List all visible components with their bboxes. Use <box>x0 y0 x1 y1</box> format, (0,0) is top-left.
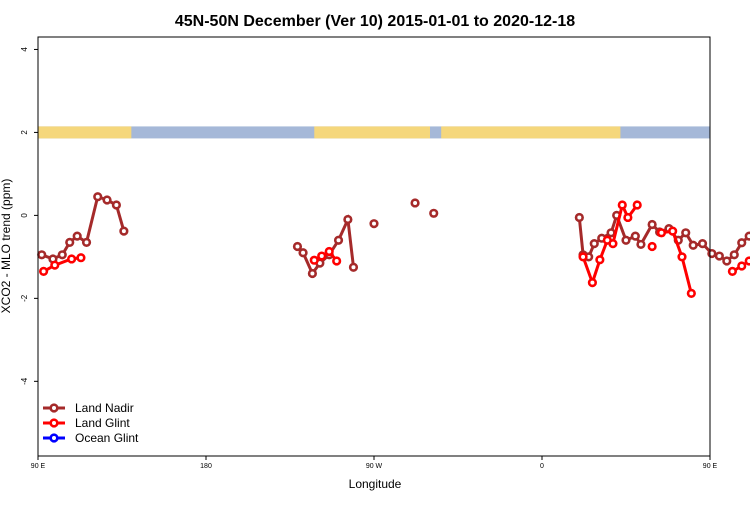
data-point <box>722 256 732 266</box>
data-point <box>656 228 667 238</box>
data-point <box>324 246 334 257</box>
data-point <box>37 250 47 260</box>
data-point <box>333 235 344 245</box>
data-point <box>589 238 599 249</box>
series-line <box>661 229 693 294</box>
data-point <box>744 231 750 241</box>
data-point <box>76 253 86 263</box>
land-ocean-strip <box>38 126 710 139</box>
land-segment <box>441 126 621 139</box>
data-point <box>429 208 439 218</box>
data-point <box>686 288 696 298</box>
data-point <box>93 192 103 202</box>
legend-item: Land Nadir <box>43 401 134 415</box>
x-tick-label: 0 <box>540 463 544 470</box>
x-axis-label: Longitude <box>349 477 402 491</box>
data-point <box>617 200 627 210</box>
data-point <box>102 195 112 205</box>
series-land-nadir <box>37 192 750 279</box>
data-point <box>307 268 318 279</box>
x-tick-label: 90 W <box>366 463 383 470</box>
data-point <box>309 255 319 265</box>
data-point <box>737 261 747 271</box>
y-axis-label: XCO2 - MLO trend (ppm) <box>0 179 13 314</box>
series-line <box>296 213 355 277</box>
data-point <box>317 251 327 261</box>
legend-label: Land Glint <box>75 416 130 430</box>
data-point <box>111 200 121 210</box>
legend-swatch-marker <box>49 403 59 413</box>
data-point <box>50 260 60 270</box>
data-point <box>632 200 642 210</box>
series-layer <box>37 192 750 298</box>
land-segment <box>38 126 132 139</box>
data-point <box>668 226 678 236</box>
legend-item: Ocean Glint <box>43 431 139 445</box>
data-point <box>292 241 303 252</box>
plot-frame <box>37 36 711 457</box>
series-line <box>577 210 750 263</box>
data-point <box>636 239 646 250</box>
x-tick-label: 90 E <box>31 463 46 470</box>
data-point <box>66 254 77 264</box>
legend-item: Land Glint <box>43 416 130 430</box>
data-point <box>574 212 584 223</box>
data-point <box>737 238 747 248</box>
data-point <box>621 235 631 245</box>
legend-swatch-marker <box>49 433 59 443</box>
data-point <box>727 266 738 276</box>
data-point <box>72 231 82 241</box>
data-point <box>343 214 353 225</box>
data-point <box>369 219 379 229</box>
data-point <box>697 238 708 249</box>
y-tick-label: 0 <box>20 213 29 218</box>
data-point <box>81 237 92 247</box>
legend-label: Land Nadir <box>75 401 134 415</box>
data-point <box>38 266 49 276</box>
series-land-glint <box>38 200 750 298</box>
data-point <box>410 198 420 208</box>
y-tick-label: -4 <box>20 377 29 385</box>
series-line <box>42 256 82 273</box>
data-point <box>681 228 691 238</box>
data-point <box>729 250 739 260</box>
data-point <box>587 277 598 288</box>
series-line <box>41 194 126 261</box>
data-point <box>65 237 75 247</box>
data-point <box>647 241 657 252</box>
axes: 90 E 180 90 W 0 90 E 4 2 0 -2 -4 <box>20 36 718 470</box>
data-point <box>332 256 342 266</box>
data-point <box>57 250 67 260</box>
chart-title: 45N-50N December (Ver 10) 2015-01-01 to … <box>175 13 575 30</box>
data-point <box>608 238 618 249</box>
legend-swatch-marker <box>49 418 59 428</box>
data-point <box>298 248 308 258</box>
land-segment <box>314 126 430 139</box>
data-point <box>744 256 750 266</box>
data-point <box>595 255 605 265</box>
y-tick-label: 4 <box>20 47 29 52</box>
data-point <box>647 219 657 230</box>
data-point <box>714 251 724 261</box>
data-point <box>606 228 616 238</box>
x-tick-label: 90 E <box>703 463 718 470</box>
data-point <box>578 252 588 262</box>
data-point <box>623 212 633 223</box>
legend-label: Ocean Glint <box>75 431 139 445</box>
x-tick-label: 180 <box>200 463 212 470</box>
data-point <box>119 226 129 236</box>
data-point <box>677 252 687 262</box>
y-tick-label: -2 <box>20 294 29 302</box>
data-point <box>688 240 698 250</box>
y-tick-label: 2 <box>20 130 29 135</box>
data-point <box>630 231 640 241</box>
data-point <box>348 262 359 272</box>
